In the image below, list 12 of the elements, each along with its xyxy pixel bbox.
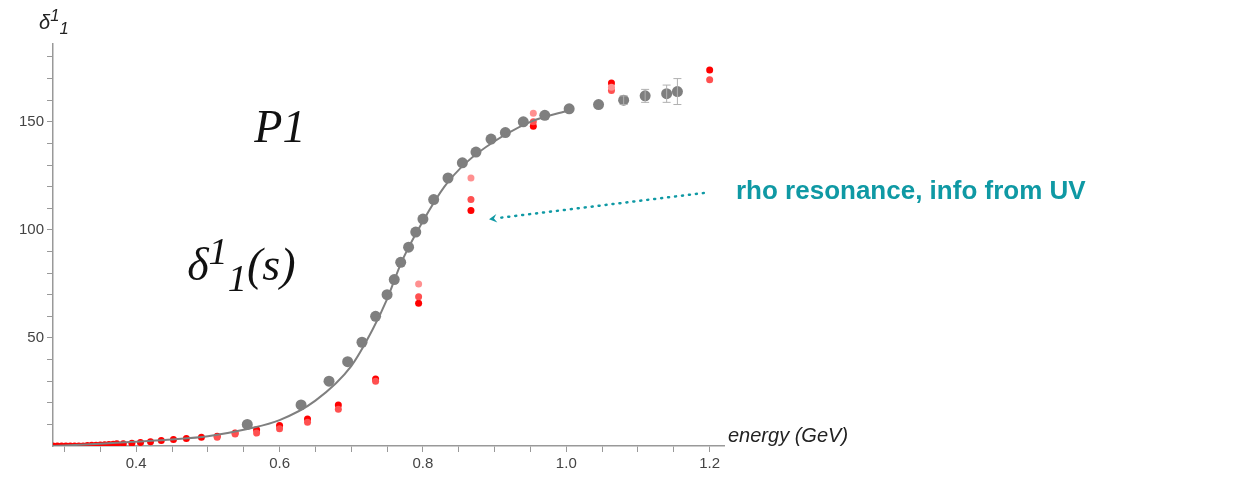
y-tick-label: 100: [19, 220, 45, 238]
y-tick-label: 50: [27, 328, 45, 346]
annotation: δ$^{1}$$_{1}$(s): [187, 228, 296, 300]
annotation: P1: [254, 100, 306, 154]
x-tick-label: 1.0: [555, 454, 577, 472]
x-tick-label: 0.8: [412, 454, 434, 472]
x-tick-label: 0.4: [125, 454, 147, 472]
x-tick-label: 0.6: [269, 454, 290, 472]
text: rho resonance, info from UV: [736, 174, 1086, 206]
x-axis-title: energy (GeV): [728, 424, 849, 447]
y-tick-label: 150: [19, 111, 45, 129]
x-tick-label: 1.2: [699, 454, 721, 472]
